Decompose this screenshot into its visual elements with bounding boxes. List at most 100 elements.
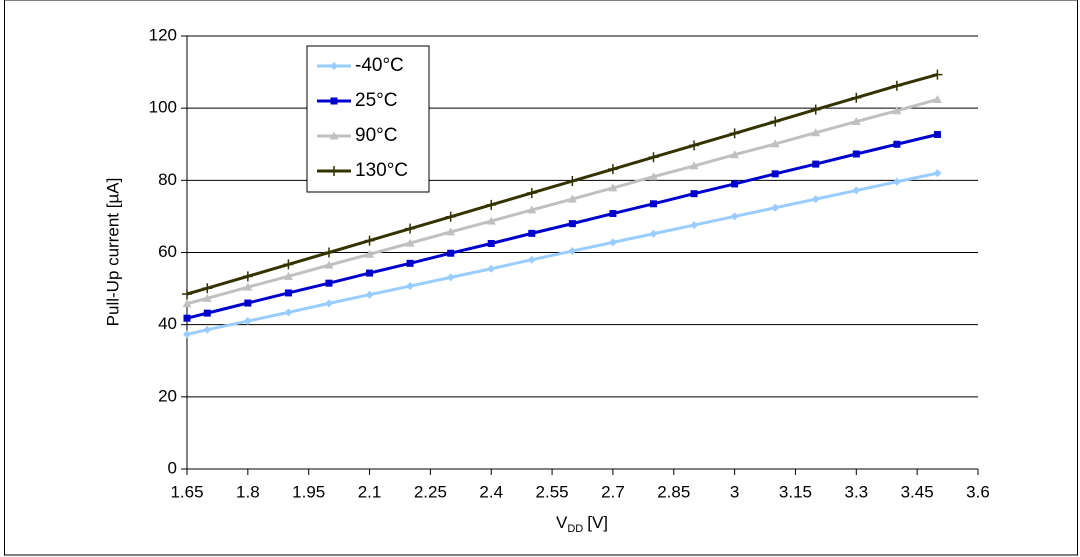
marker [690, 221, 699, 230]
marker [567, 194, 577, 203]
marker [406, 259, 414, 267]
marker [447, 249, 455, 257]
legend-marker [330, 62, 338, 70]
marker [202, 293, 212, 302]
x-tick-label: 3.15 [779, 482, 812, 501]
marker [486, 216, 496, 225]
marker [527, 205, 537, 214]
marker [932, 95, 942, 104]
marker [891, 80, 902, 91]
marker [608, 183, 618, 192]
marker [487, 264, 496, 273]
marker [770, 139, 780, 148]
marker [486, 199, 497, 210]
marker [242, 271, 253, 282]
marker [365, 290, 374, 299]
marker [852, 186, 861, 195]
marker [648, 172, 658, 181]
marker [244, 299, 252, 307]
marker [689, 161, 699, 170]
x-tick-label: 2.55 [536, 482, 569, 501]
marker [811, 128, 821, 137]
marker [183, 330, 191, 339]
y-tick-label: 0 [168, 458, 177, 477]
marker [689, 140, 700, 151]
marker [892, 177, 901, 186]
marker [811, 195, 820, 204]
x-tick-label: 1.8 [236, 482, 260, 501]
legend-marker [329, 131, 339, 140]
marker [366, 269, 374, 277]
y-axis-title: Pull-Up current [µA] [103, 178, 122, 327]
y-tick-label: 120 [149, 25, 177, 44]
y-tick-label: 80 [158, 170, 177, 189]
marker [851, 117, 861, 126]
marker [283, 271, 293, 280]
x-tick-label: 2.1 [358, 482, 382, 501]
x-tick-label: 2.85 [657, 482, 690, 501]
x-tick-label: 3 [730, 482, 739, 501]
x-tick-label: 3.6 [966, 482, 990, 501]
x-tick-label: 2.4 [479, 482, 503, 501]
legend: -40°C 25°C 90°C 130°C [306, 45, 430, 193]
marker [731, 180, 739, 188]
marker [324, 260, 334, 269]
y-tick-label: 60 [158, 242, 177, 261]
x-tick-label: 2.25 [414, 482, 447, 501]
marker [203, 309, 211, 317]
marker [405, 238, 415, 247]
legend-label: 25°C [355, 90, 397, 111]
marker [284, 308, 293, 317]
x-tick-label: 3.3 [844, 482, 868, 501]
marker [182, 288, 192, 299]
marker [283, 259, 294, 270]
marker [203, 325, 212, 334]
marker [284, 289, 292, 297]
marker [183, 314, 191, 322]
marker [325, 279, 333, 287]
marker [445, 211, 456, 222]
y-tick-label: 20 [158, 386, 177, 405]
marker [487, 239, 495, 247]
legend-label: 130°C [355, 160, 408, 181]
marker [648, 152, 659, 163]
marker [446, 227, 456, 236]
series-line [186, 171, 938, 336]
x-tick-label: 3.45 [901, 482, 934, 501]
y-tick-label: 40 [158, 314, 177, 333]
legend-box [306, 45, 430, 193]
marker [690, 190, 698, 198]
marker [324, 299, 333, 308]
marker [770, 116, 781, 127]
y-tick-label: 100 [149, 98, 177, 117]
series-line [186, 73, 938, 296]
legend-label: 90°C [355, 125, 397, 146]
marker [243, 282, 253, 291]
marker [365, 249, 375, 258]
marker [202, 283, 213, 294]
marker [852, 150, 860, 158]
series-line [186, 98, 938, 306]
marker [446, 273, 455, 282]
marker [851, 92, 862, 103]
x-tick-label: 1.95 [292, 482, 325, 501]
marker [607, 164, 618, 175]
marker [649, 229, 658, 238]
marker [812, 160, 820, 168]
legend-marker [330, 97, 338, 105]
marker [608, 238, 617, 247]
x-tick-label: 1.65 [170, 482, 203, 501]
x-axis-title-unit: [V] [587, 513, 608, 532]
marker [609, 210, 617, 218]
marker [810, 104, 821, 115]
marker [568, 220, 576, 228]
x-tick-label: 2.7 [601, 482, 625, 501]
x-axis-title-sub: DD [567, 523, 583, 535]
marker [892, 106, 902, 115]
legend-marker [329, 166, 339, 176]
x-axis-title-main: V [556, 513, 568, 532]
marker [730, 150, 740, 159]
marker [567, 176, 578, 187]
marker [528, 229, 536, 237]
